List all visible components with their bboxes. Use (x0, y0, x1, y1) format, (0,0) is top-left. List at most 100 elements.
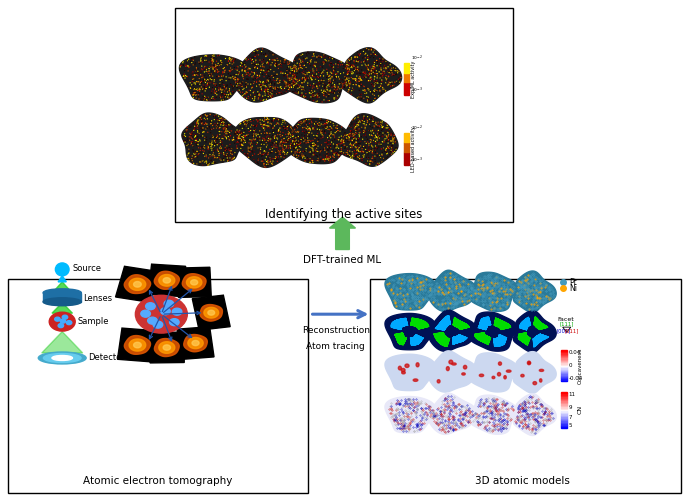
Point (345, 57, 356, 65)
Point (342, 145, 353, 153)
Point (205, 96, 216, 104)
Bar (404, 76, 409, 77)
Point (341, 66, 352, 74)
Point (325, 119, 336, 127)
Point (248, 130, 259, 138)
Point (377, 55, 388, 63)
Point (185, 57, 196, 65)
Point (305, 155, 316, 163)
Point (361, 153, 372, 161)
Point (256, 62, 267, 70)
Point (213, 117, 224, 125)
Point (363, 141, 374, 149)
Point (342, 69, 353, 77)
Point (210, 136, 221, 144)
Point (349, 152, 360, 160)
Point (301, 115, 312, 123)
Point (248, 89, 259, 97)
Point (264, 81, 275, 89)
Point (325, 127, 336, 135)
Point (190, 149, 201, 157)
Point (384, 144, 395, 152)
Point (191, 77, 202, 85)
Point (199, 83, 210, 91)
Point (320, 87, 331, 95)
Point (284, 69, 295, 77)
Point (356, 94, 367, 102)
Point (195, 125, 206, 133)
Point (297, 83, 308, 91)
Point (329, 143, 340, 151)
Point (206, 157, 216, 165)
Point (253, 151, 264, 159)
Point (311, 64, 322, 72)
Point (287, 70, 298, 78)
Point (264, 67, 275, 75)
Point (290, 72, 301, 80)
Point (293, 65, 304, 73)
Point (217, 68, 228, 76)
Point (269, 115, 280, 123)
Point (293, 134, 304, 142)
Point (258, 124, 269, 132)
Point (350, 123, 361, 131)
Point (188, 126, 199, 134)
Point (363, 61, 374, 69)
Point (372, 159, 383, 167)
Point (241, 121, 252, 129)
Point (310, 140, 321, 148)
Point (193, 58, 204, 66)
Point (275, 141, 286, 149)
Point (186, 134, 197, 142)
Point (234, 120, 245, 128)
Point (184, 149, 195, 157)
Point (285, 69, 296, 77)
Point (228, 155, 239, 163)
Point (297, 135, 308, 143)
Point (356, 69, 366, 77)
Point (372, 149, 383, 157)
Point (277, 142, 288, 150)
Point (224, 91, 235, 99)
Point (369, 88, 379, 96)
Point (257, 155, 268, 163)
Point (237, 71, 248, 79)
Point (258, 84, 269, 92)
Point (273, 89, 284, 97)
Point (240, 150, 251, 158)
Point (351, 66, 362, 74)
Point (298, 86, 309, 94)
Point (350, 76, 361, 84)
Point (231, 130, 242, 138)
Point (251, 116, 262, 124)
Point (247, 151, 258, 159)
Polygon shape (58, 276, 66, 282)
Point (346, 141, 357, 149)
Polygon shape (154, 338, 179, 357)
Point (214, 123, 225, 131)
Point (260, 83, 271, 91)
Point (214, 131, 225, 139)
Point (282, 137, 292, 145)
Point (206, 76, 217, 84)
Point (269, 76, 280, 84)
Point (332, 141, 342, 149)
Point (245, 140, 256, 148)
Point (299, 157, 310, 165)
Point (211, 87, 222, 95)
Point (302, 123, 313, 131)
Point (206, 139, 217, 147)
Point (249, 156, 260, 164)
Point (218, 135, 229, 143)
Point (306, 115, 316, 123)
Point (262, 123, 273, 131)
Point (193, 116, 204, 124)
Point (347, 87, 358, 95)
Point (221, 133, 232, 141)
Point (261, 158, 272, 166)
Point (242, 153, 253, 161)
Point (209, 68, 220, 76)
Bar (404, 164, 409, 165)
Point (287, 132, 298, 140)
Point (208, 124, 219, 132)
